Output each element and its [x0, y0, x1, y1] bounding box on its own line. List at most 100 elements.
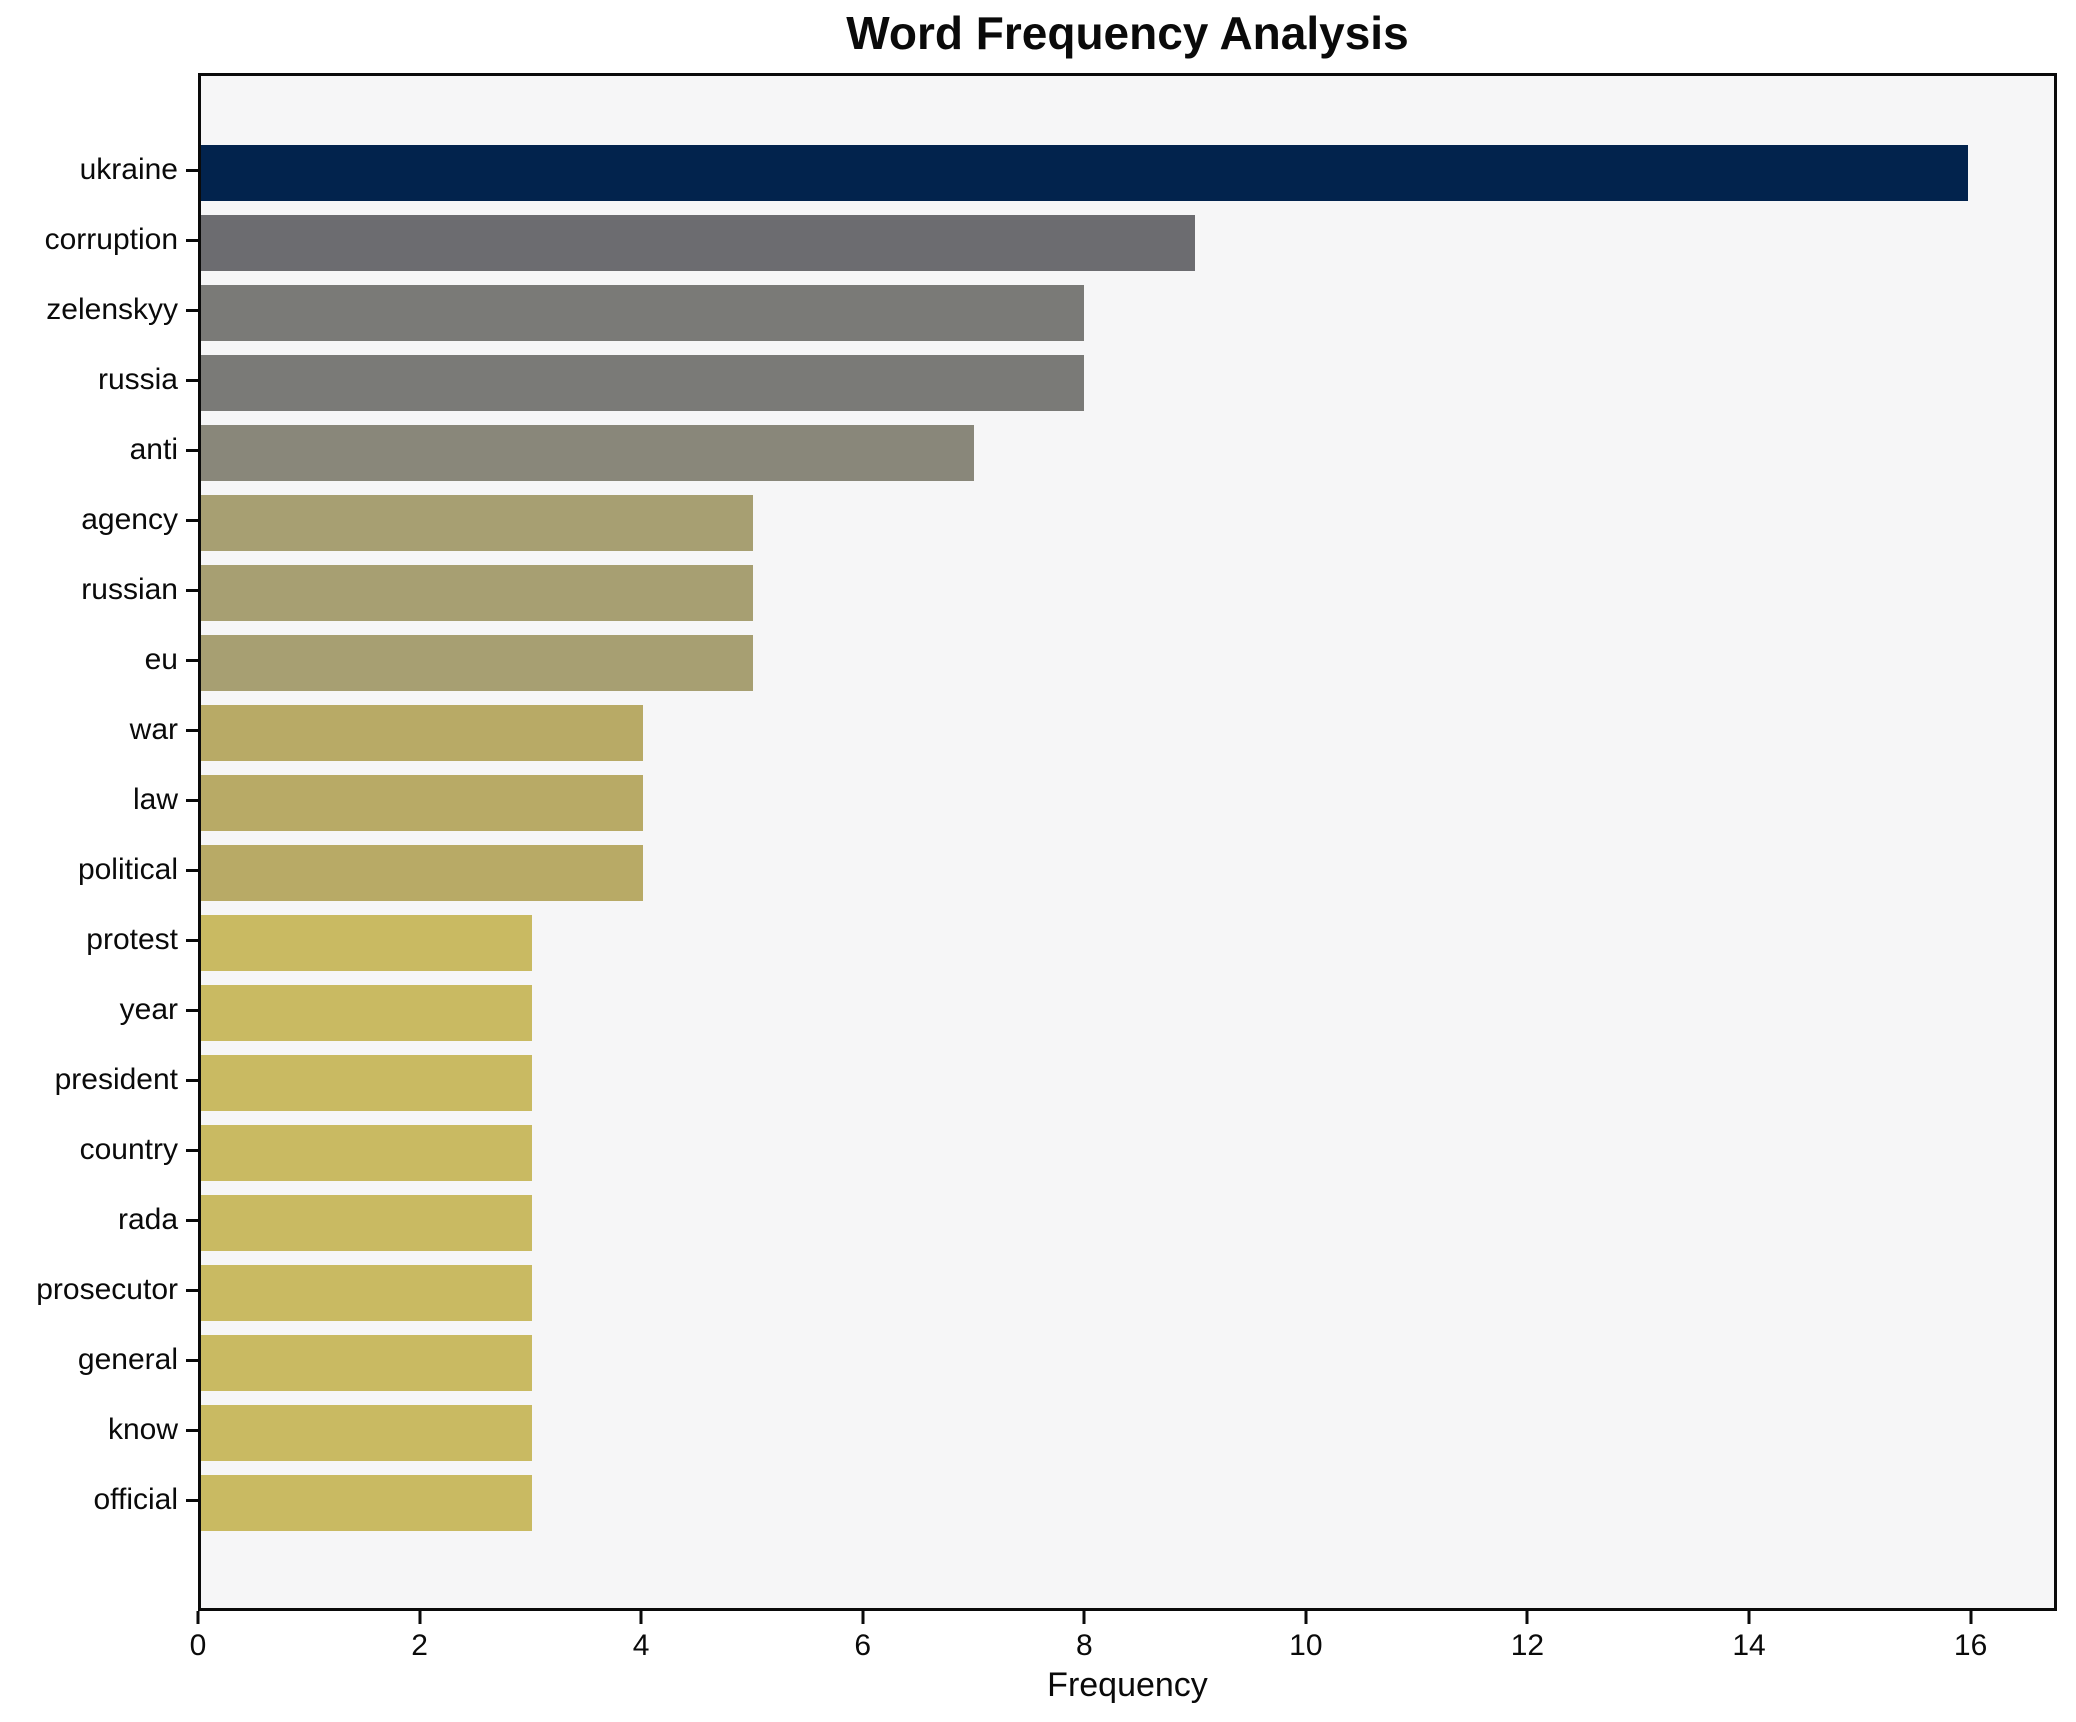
bar-row-know — [201, 1398, 2054, 1468]
bar-political — [201, 845, 643, 901]
bar-country — [201, 1125, 533, 1181]
y-label-row-ukraine: ukraine — [0, 135, 198, 205]
y-label-agency: agency — [81, 503, 178, 536]
y-tick-mark — [186, 448, 198, 452]
bar-row-president — [201, 1048, 2054, 1118]
y-label-row-political: political — [0, 835, 198, 905]
x-tick-mark-0 — [196, 1611, 200, 1624]
y-label-row-corruption: corruption — [0, 205, 198, 275]
bar-anti — [201, 425, 974, 481]
bar-row-corruption — [201, 208, 2054, 278]
y-label-rada: rada — [117, 1203, 178, 1236]
y-label-know: know — [107, 1413, 178, 1446]
bar-row-political — [201, 838, 2054, 908]
y-label-row-russian: russian — [0, 555, 198, 625]
bar-prosecutor — [201, 1265, 533, 1321]
y-label-russia: russia — [97, 363, 178, 396]
bar-corruption — [201, 215, 1195, 271]
y-axis-labels: ukraine corruption zelenskyy russia anti agen… — [0, 73, 198, 1673]
y-label-prosecutor: prosecutor — [36, 1273, 178, 1306]
bar-row-anti — [201, 418, 2054, 488]
y-label-row-eu: eu — [0, 625, 198, 695]
bar-row-law — [201, 768, 2054, 838]
y-label-row-rada: rada — [0, 1185, 198, 1255]
y-label-anti: anti — [129, 433, 178, 466]
y-label-row-russia: russia — [0, 345, 198, 415]
bar-row-ukraine — [201, 138, 2054, 208]
y-label-row-law: law — [0, 765, 198, 835]
bar-row-russian — [201, 558, 2054, 628]
x-tick-label-4: 4 — [632, 1629, 650, 1662]
y-tick-mark — [186, 238, 198, 242]
y-label-political: political — [77, 853, 178, 886]
y-tick-mark — [186, 1358, 198, 1362]
y-label-row-prosecutor: prosecutor — [0, 1255, 198, 1325]
bar-zelenskyy — [201, 285, 1085, 341]
y-label-row-agency: agency — [0, 485, 198, 555]
y-label-eu: eu — [144, 643, 178, 676]
x-tick-mark-8 — [1082, 1611, 1086, 1624]
x-axis-title: Frequency — [1047, 1666, 1208, 1704]
bar-year — [201, 985, 533, 1041]
y-tick-mark — [186, 308, 198, 312]
y-label-country: country — [79, 1133, 178, 1166]
y-tick-mark — [186, 1288, 198, 1292]
plot-area — [198, 73, 2057, 1611]
y-tick-mark — [186, 1498, 198, 1502]
y-label-row-protest: protest — [0, 905, 198, 975]
bar-row-zelenskyy — [201, 278, 2054, 348]
x-tick-mark-16 — [1969, 1611, 1973, 1624]
bar-row-prosecutor — [201, 1258, 2054, 1328]
x-tick-mark-10 — [1304, 1611, 1308, 1624]
x-tick-mark-12 — [1525, 1611, 1529, 1624]
x-tick-label-14: 14 — [1732, 1629, 1766, 1662]
y-tick-mark — [186, 378, 198, 382]
y-tick-mark — [186, 1218, 198, 1222]
x-tick-label-10: 10 — [1289, 1629, 1323, 1662]
y-label-zelenskyy: zelenskyy — [46, 293, 178, 326]
y-label-row-year: year — [0, 975, 198, 1045]
x-tick-mark-4 — [639, 1611, 643, 1624]
y-tick-mark — [186, 518, 198, 522]
bar-agency — [201, 495, 754, 551]
bar-ukraine — [201, 145, 1968, 201]
y-label-ukraine: ukraine — [79, 153, 178, 186]
y-label-row-zelenskyy: zelenskyy — [0, 275, 198, 345]
x-tick-label-6: 6 — [854, 1629, 872, 1662]
y-label-row-country: country — [0, 1115, 198, 1185]
bar-general — [201, 1335, 533, 1391]
bar-protest — [201, 915, 533, 971]
bar-war — [201, 705, 643, 761]
bar-law — [201, 775, 643, 831]
y-label-row-anti: anti — [0, 415, 198, 485]
y-tick-mark — [186, 798, 198, 802]
bar-row-protest — [201, 908, 2054, 978]
bar-row-year — [201, 978, 2054, 1048]
bar-row-rada — [201, 1188, 2054, 1258]
y-label-row-general: general — [0, 1325, 198, 1395]
x-tick-label-2: 2 — [411, 1629, 428, 1662]
y-tick-mark — [186, 588, 198, 592]
x-tick-label-16: 16 — [1953, 1629, 1988, 1662]
bar-president — [201, 1055, 533, 1111]
x-axis: 0 2 4 6 8 10 12 14 16 — [190, 1611, 2057, 1691]
chart-title: Word Frequency Analysis — [846, 7, 1409, 59]
bar-eu — [201, 635, 754, 691]
y-tick-mark — [186, 1078, 198, 1082]
bar-row-general — [201, 1328, 2054, 1398]
y-label-row-war: war — [0, 695, 198, 765]
bar-know — [201, 1405, 533, 1461]
x-tick-mark-14 — [1747, 1611, 1751, 1624]
y-tick-mark — [186, 658, 198, 662]
y-tick-mark — [186, 868, 198, 872]
y-label-president: president — [54, 1063, 178, 1096]
bar-russia — [201, 355, 1085, 411]
x-tick-label-0: 0 — [189, 1629, 207, 1662]
y-label-corruption: corruption — [44, 223, 178, 256]
y-label-official: official — [93, 1483, 179, 1516]
y-label-russian: russian — [81, 573, 178, 606]
bar-russian — [201, 565, 754, 621]
y-label-protest: protest — [86, 923, 178, 956]
y-tick-mark — [186, 1008, 198, 1012]
